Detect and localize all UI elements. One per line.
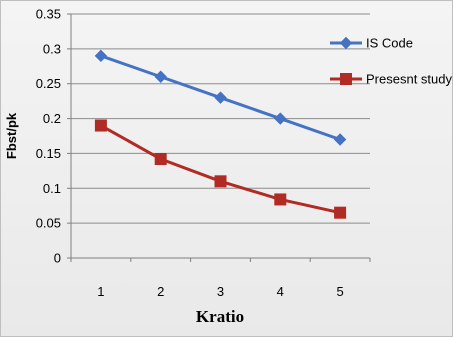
data-point: [274, 193, 287, 206]
legend-marker: [339, 36, 353, 50]
x-tick-labels: 1 2 3 4 5: [70, 258, 371, 299]
y-tick-label: 0.2: [43, 111, 61, 126]
legend-item: Presesnt study: [330, 72, 452, 87]
y-tick-label: 0: [54, 251, 61, 266]
y-tick-label: 0.05: [36, 216, 61, 231]
data-point: [214, 175, 227, 188]
data-point: [334, 206, 347, 219]
series-line: [100, 124, 341, 215]
x-tick-label: 2: [157, 284, 164, 299]
legend-marker: [340, 73, 352, 85]
legend: IS Code Presesnt study: [330, 36, 452, 87]
y-tick-label: 0.25: [36, 76, 61, 91]
data-point: [154, 70, 167, 83]
y-tick-label: 0.1: [43, 181, 61, 196]
x-tick-label: 3: [217, 284, 224, 299]
gridlines: [71, 13, 370, 224]
data-point: [214, 91, 227, 104]
legend-label: Presesnt study: [366, 72, 452, 87]
data-point: [274, 112, 287, 125]
series-2: [94, 119, 347, 219]
y-tick-label: 0.35: [36, 7, 61, 22]
y-tick-label: 0.15: [36, 146, 61, 161]
data-point: [94, 49, 108, 63]
series-1: [94, 49, 347, 146]
x-axis-title: Kratio: [196, 307, 244, 326]
y-axis-title: Fbst/pk: [4, 112, 19, 159]
data-point: [154, 153, 167, 166]
legend-item: IS Code: [330, 36, 413, 51]
legend-label: IS Code: [366, 36, 413, 51]
x-tick-label: 1: [97, 284, 104, 299]
x-tick-label: 5: [336, 284, 343, 299]
y-tick-labels: 0 0.05 0.1 0.15 0.2 0.25 0.3 0.35: [36, 7, 71, 266]
y-tick-label: 0.3: [43, 41, 61, 56]
x-tick-label: 4: [277, 284, 284, 299]
data-point: [94, 119, 107, 132]
series-layer: [94, 49, 347, 219]
data-point: [333, 133, 347, 146]
